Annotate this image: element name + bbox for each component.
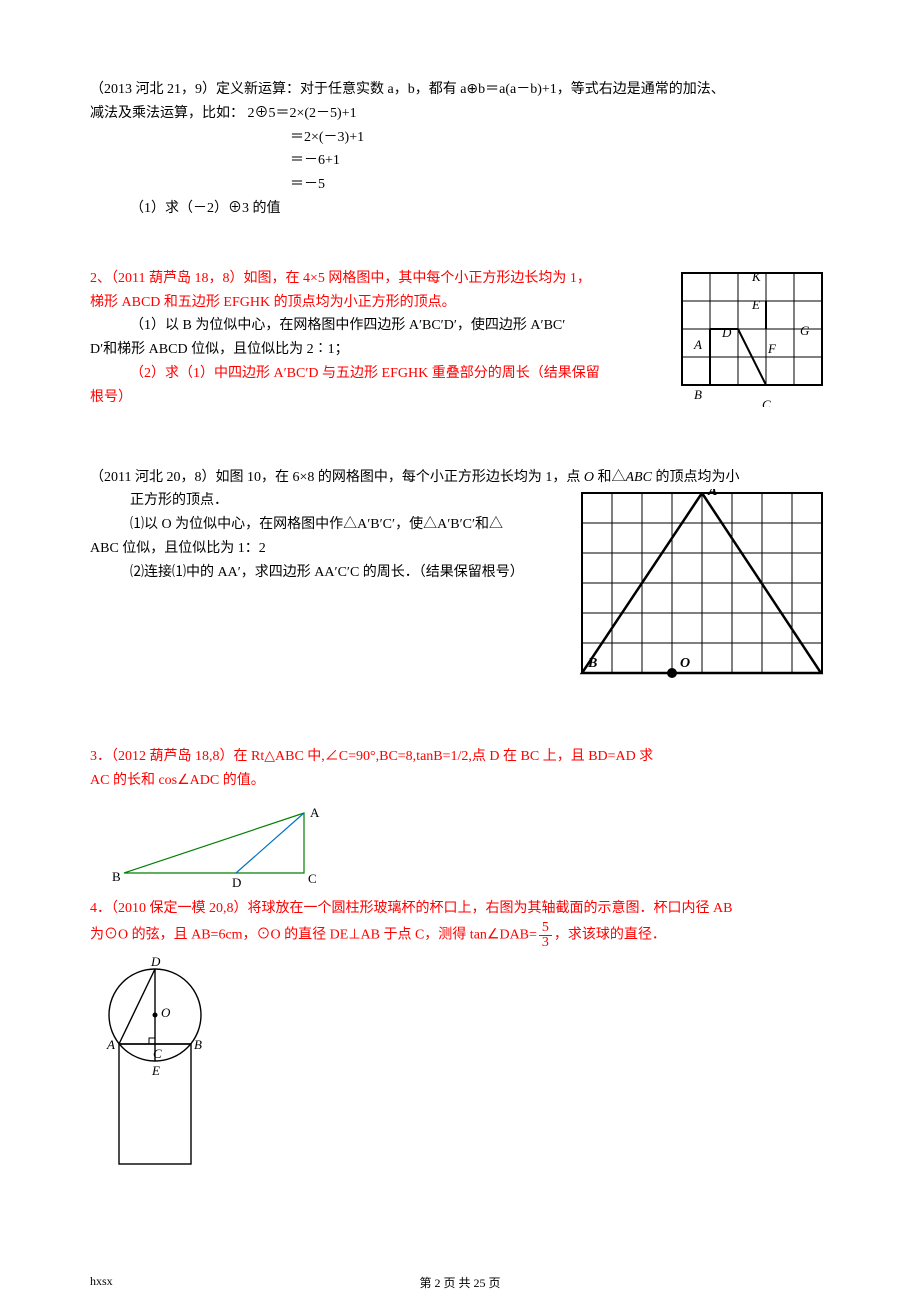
svg-text:O: O (161, 1005, 171, 1020)
q5-l1: 4．（2010 保定一模 20,8）将球放在一个圆柱形玻璃杯的杯口上，右图为其轴… (90, 897, 830, 921)
svg-text:B: B (112, 869, 121, 884)
svg-text:B: B (587, 656, 597, 671)
svg-text:K: K (751, 269, 762, 284)
svg-text:E: E (151, 1063, 160, 1078)
q3-l1a: （2011 河北 20，8）如图 10，在 6×8 的网格图中，每个小正方形边长… (90, 470, 584, 485)
q1-line2: 减法及乘法运算，比如： 2⊕5＝2×(2－5)+1 (90, 102, 830, 126)
svg-text:O: O (680, 656, 690, 671)
svg-text:C: C (153, 1046, 162, 1061)
svg-text:D: D (150, 956, 161, 969)
q5-figure: D O A B CE (90, 956, 830, 1186)
svg-text:D: D (721, 325, 732, 340)
svg-text:D: D (232, 875, 241, 889)
fraction-5-3: 53 (539, 921, 552, 950)
svg-text:A: A (707, 489, 717, 499)
svg-text:A: A (310, 805, 320, 820)
q3-l5: ⑵连接⑴中的 AA′，求四边形 AA′C′C 的周长．（结果保留根号） (90, 561, 568, 585)
problem-4: 3．（2012 葫芦岛 18,8）在 Rt△ABC 中,∠C=90°,BC=8,… (90, 745, 830, 889)
q3-l3: ⑴以 O 为位似中心，在网格图中作△A′B′C′，使△A′B′C′和△ (90, 513, 568, 537)
q3-l1c: 和△ (594, 470, 626, 485)
q3-l1b: O (584, 470, 594, 485)
q1-sub1: （1）求（－2）⊕3 的值 (90, 197, 830, 221)
svg-text:C: C (762, 397, 771, 407)
svg-text:B: B (694, 387, 702, 402)
q2-l2: 梯形 ABCD 和五边形 EFGHK 的顶点均为小正方形的顶点。 (90, 291, 662, 315)
svg-text:G: G (800, 323, 810, 338)
q1-line1: （2013 河北 21，9）定义新运算：对于任意实数 a，b，都有 a⊕b＝a(… (90, 78, 830, 102)
svg-text:C: C (308, 871, 317, 886)
svg-text:A: A (106, 1037, 115, 1052)
problem-1: （2013 河北 21，9）定义新运算：对于任意实数 a，b，都有 a⊕b＝a(… (90, 78, 830, 221)
q5-l2: 为⊙O 的弦，且 AB=6cm，⊙O 的直径 DE⊥AB 于点 C，测得 tan… (90, 921, 830, 950)
svg-text:E: E (751, 297, 760, 312)
q2-l6: 根号） (90, 386, 662, 410)
problem-3: （2011 河北 20，8）如图 10，在 6×8 的网格图中，每个小正方形边长… (90, 466, 830, 686)
q1-eq1: ＝2×(－3)+1 (90, 126, 830, 150)
svg-text:F: F (767, 341, 777, 356)
q2-l4: D′和梯形 ABCD 位似，且位似比为 2∶1； (90, 338, 662, 362)
q3-l1d: ABC (626, 470, 652, 485)
q2-l5: （2）求（1）中四边形 A′BC′D 与五边形 EFGHK 重叠部分的周长（结果… (90, 362, 662, 386)
q2-l1: 2、（2011 葫芦岛 18，8）如图，在 4×5 网格图中，其中每个小正方形边… (90, 267, 662, 291)
q3-l4: ABC 位似，且位似比为 1：2 (90, 537, 568, 561)
q4-figure: A B C D (110, 799, 830, 889)
svg-text:A: A (693, 337, 702, 352)
problem-2: 2、（2011 葫芦岛 18，8）如图，在 4×5 网格图中，其中每个小正方形边… (90, 267, 830, 410)
q1-eq2: ＝－6+1 (90, 149, 830, 173)
q2-figure: KE G D F A B C (670, 267, 830, 407)
problem-5: 4．（2010 保定一模 20,8）将球放在一个圆柱形玻璃杯的杯口上，右图为其轴… (90, 897, 830, 1186)
q4-l2: AC 的长和 cos∠ADC 的值。 (90, 769, 830, 793)
q3-l1e: 的顶点均为小 (652, 470, 740, 485)
q4-l1: 3．（2012 葫芦岛 18,8）在 Rt△ABC 中,∠C=90°,BC=8,… (90, 745, 830, 769)
q1-eq3: ＝－5 (90, 173, 830, 197)
svg-text:B: B (194, 1037, 202, 1052)
q3-l2: 正方形的顶点． (90, 489, 568, 513)
footer-center: 第 2 页 共 25 页 (0, 1274, 920, 1291)
q2-l3: （1）以 B 为位似中心，在网格图中作四边形 A′BC′D′，使四边形 A′BC… (90, 314, 662, 338)
q3-figure: A B O (578, 489, 830, 685)
